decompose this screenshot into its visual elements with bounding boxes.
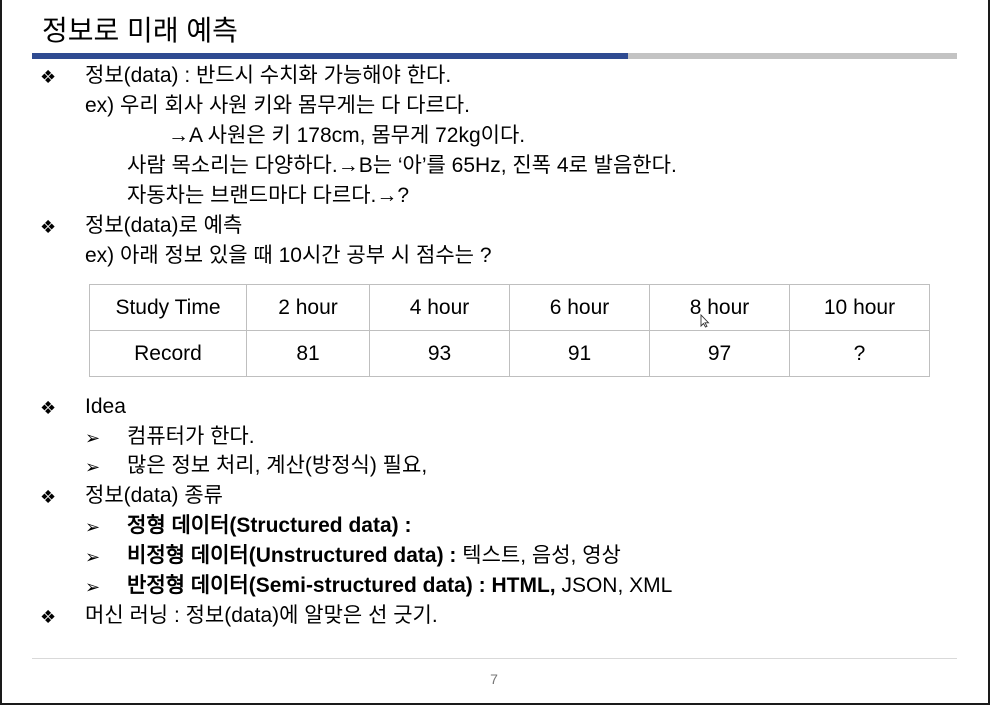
- table-cell: Record: [89, 330, 247, 377]
- semistructured-label: 반정형 데이터(Semi-structured data) : HTML,: [127, 574, 556, 597]
- bullet-icon: ❖: [40, 607, 57, 627]
- table-cell: 4 hour: [369, 284, 510, 331]
- section3-item: 많은 정보 처리, 계산(방정식) 필요,: [127, 454, 428, 477]
- section1-line-b: 사람 목소리는 다양하다.→B는 ‘아’를 65Hz, 진폭 4로 발음한다.: [127, 154, 677, 177]
- semistructured-examples: JSON, XML: [555, 574, 673, 597]
- table-cell: 97: [649, 330, 790, 377]
- table-cell: 2 hour: [246, 284, 370, 331]
- unstructured-examples: 텍스트, 음성, 영상: [456, 544, 621, 567]
- page-number: 7: [490, 671, 498, 687]
- table-cell: 81: [246, 330, 370, 377]
- bullet-icon: ❖: [40, 217, 57, 237]
- section4-item-structured: 정형 데이터(Structured data) :: [127, 513, 411, 539]
- section4-heading: 정보(data) 종류: [85, 484, 223, 507]
- arrow-bullet-icon: ➢: [85, 428, 101, 448]
- section4-item-semistructured: 반정형 데이터(Semi-structured data) : HTML, JS…: [127, 573, 672, 599]
- table-row: Record 81 93 91 97 ?: [89, 330, 930, 377]
- table-cell: 6 hour: [509, 284, 650, 331]
- slide-title: 정보로 미래 예측: [42, 15, 238, 46]
- arrow-bullet-icon: ➢: [85, 517, 101, 537]
- table-row: Study Time 2 hour 4 hour 6 hour 8 hour 1…: [89, 284, 930, 331]
- section3-heading: Idea: [85, 395, 126, 418]
- table-cell: 91: [509, 330, 650, 377]
- bullet-icon: ❖: [40, 398, 57, 418]
- study-record-table: Study Time 2 hour 4 hour 6 hour 8 hour 1…: [89, 284, 930, 377]
- table-cell: 93: [369, 330, 510, 377]
- title-underline-accent: [32, 53, 628, 59]
- arrow-bullet-icon: ➢: [85, 547, 101, 567]
- section1-line-c: 자동차는 브랜드마다 다르다.→?: [127, 184, 410, 207]
- table-cell: 10 hour: [789, 284, 930, 331]
- section1-example: ex) 우리 회사 사원 키와 몸무게는 다 다르다.: [85, 94, 470, 117]
- bullet-icon: ❖: [40, 67, 57, 87]
- table-cell: Study Time: [89, 284, 247, 331]
- mouse-cursor-icon: [700, 314, 710, 328]
- table-cell: ?: [789, 330, 930, 377]
- footer-divider: [32, 658, 957, 659]
- arrow-bullet-icon: ➢: [85, 577, 101, 597]
- section5-heading: 머신 러닝 : 정보(data)에 알맞은 선 긋기.: [85, 604, 438, 627]
- section1-line-a: →A 사원은 키 178cm, 몸무게 72kg이다.: [168, 124, 526, 147]
- arrow-bullet-icon: ➢: [85, 457, 101, 477]
- structured-label: 정형 데이터(Structured data) :: [127, 514, 412, 537]
- title-underline: [32, 53, 957, 59]
- title-underline-rest: [628, 53, 957, 59]
- section4-item-unstructured: 비정형 데이터(Unstructured data) : 텍스트, 음성, 영상: [127, 543, 621, 569]
- bullet-icon: ❖: [40, 487, 57, 507]
- section2-heading: 정보(data)로 예측: [85, 214, 243, 237]
- section2-example: ex) 아래 정보 있을 때 10시간 공부 시 점수는 ?: [85, 244, 492, 267]
- table-cell: 8 hour: [649, 284, 790, 331]
- section1-heading: 정보(data) : 반드시 수치화 가능해야 한다.: [85, 64, 452, 87]
- unstructured-label: 비정형 데이터(Unstructured data) :: [127, 544, 457, 567]
- section3-item: 컴퓨터가 한다.: [127, 425, 255, 448]
